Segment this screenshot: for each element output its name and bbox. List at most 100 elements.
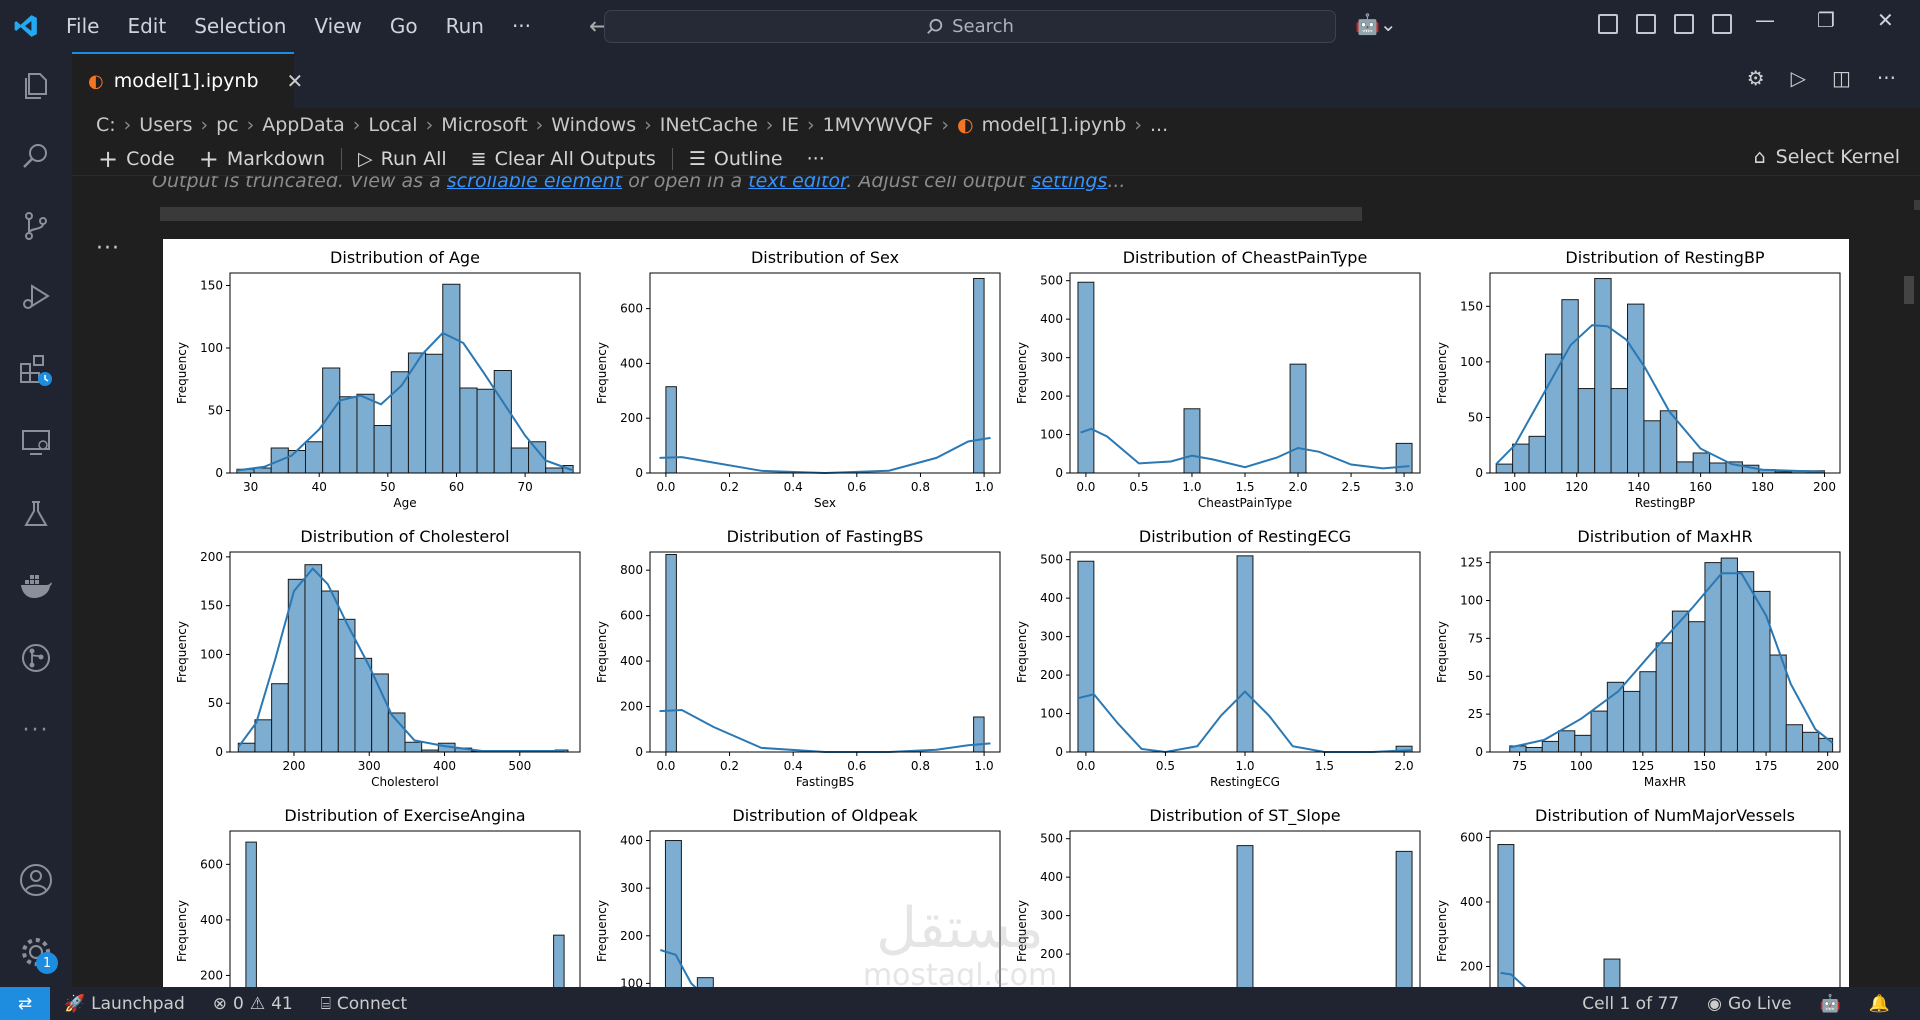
y-tick-label: 100	[1460, 593, 1483, 607]
toggle-primary-sidebar-icon[interactable]	[1636, 14, 1656, 34]
y-tick-label: 0	[1055, 466, 1063, 480]
cell-position[interactable]: Cell 1 of 77	[1582, 993, 1680, 1014]
add-markdown-cell-button[interactable]: + Markdown	[187, 145, 337, 173]
copilot-icon[interactable]: 🤖⌄	[1355, 12, 1397, 36]
command-center-search[interactable]: Search	[604, 10, 1336, 43]
cell-output-more-button[interactable]: ···	[96, 236, 120, 261]
customize-layout-icon[interactable]	[1598, 14, 1618, 34]
kde-curve	[659, 708, 991, 753]
problems-item[interactable]: ⊗ 0 ⚠ 41	[199, 994, 307, 1014]
more-actions-icon[interactable]: ···	[1876, 66, 1896, 90]
source-control-icon[interactable]	[14, 204, 58, 248]
scrollable-element-link[interactable]: scrollable element	[446, 176, 623, 192]
y-axis-label: Frequency	[595, 900, 609, 962]
explorer-icon[interactable]	[14, 64, 58, 108]
output-horizontal-scrollbar[interactable]	[160, 207, 1362, 221]
x-tick-label: 40	[312, 480, 327, 494]
notifications-bell-icon[interactable]: 🔔	[1868, 993, 1890, 1014]
axes-frame	[229, 830, 581, 987]
git-graph-icon[interactable]	[14, 636, 58, 680]
remote-indicator-icon[interactable]: ⇄	[0, 987, 50, 1020]
more-views-icon[interactable]: ···	[22, 717, 50, 743]
clear-outputs-label: Clear All Outputs	[494, 147, 656, 170]
histogram-subplot: Distribution of Sex 0 200 400 600 0.0 0.2 0.4 0.…	[595, 248, 1001, 510]
text-editor-link[interactable]: text editor	[748, 176, 847, 192]
extensions-icon[interactable]	[14, 348, 58, 392]
menu-run[interactable]: Run	[445, 14, 484, 38]
y-axis-label: Frequency	[1015, 900, 1029, 962]
menu-view[interactable]: View	[314, 14, 362, 38]
axes-frame	[649, 551, 1001, 753]
subplot-title: Distribution of Sex	[751, 248, 899, 267]
histogram-bar	[404, 741, 423, 753]
histogram-bar	[1590, 710, 1608, 753]
kde-curve	[1509, 572, 1834, 749]
histogram-bar	[665, 386, 677, 474]
status-bar: ⇄ 🚀 Launchpad ⊗ 0 ⚠ 41 ⌸ Connect Cell 1 of 77…	[0, 987, 1920, 1020]
notebook-settings-gear-icon[interactable]: ⚙	[1746, 66, 1765, 90]
menu-file[interactable]: File	[66, 14, 100, 38]
y-tick-label: 125	[1460, 556, 1483, 570]
breadcrumb-item[interactable]: INetCache	[659, 114, 758, 136]
select-kernel-button[interactable]: ⌂ Select Kernel	[1754, 146, 1900, 168]
run-all-button[interactable]: ▷ Run All	[346, 148, 459, 170]
editor-vertical-scrollbar[interactable]	[1904, 276, 1914, 304]
breadcrumb-item[interactable]: IE	[781, 114, 799, 136]
breadcrumb-item[interactable]: Windows	[551, 114, 637, 136]
breadcrumb-item[interactable]: pc	[216, 114, 239, 136]
breadcrumb-item[interactable]: ...	[1149, 114, 1169, 136]
clear-all-outputs-button[interactable]: ≣ Clear All Outputs	[459, 148, 668, 170]
minimize-icon[interactable]: —	[1755, 8, 1775, 32]
x-tick-label: 0.6	[847, 480, 866, 494]
breadcrumb-item[interactable]: Microsoft	[441, 114, 528, 136]
breadcrumb-item[interactable]: AppData	[262, 114, 345, 136]
add-code-cell-button[interactable]: + Code	[86, 145, 187, 173]
accounts-icon[interactable]	[14, 858, 58, 902]
toolbar-more-button[interactable]: ···	[806, 147, 825, 170]
close-window-icon[interactable]: ✕	[1876, 8, 1894, 32]
y-tick-label: 100	[200, 647, 223, 661]
run-icon[interactable]: ▷	[1790, 66, 1807, 90]
menu-selection[interactable]: Selection	[194, 14, 287, 38]
rocket-icon: 🚀	[64, 993, 86, 1014]
toggle-panel-icon[interactable]	[1674, 14, 1694, 34]
histogram-bar	[1574, 734, 1592, 753]
x-axis-label: Cholesterol	[371, 775, 439, 789]
settings-link[interactable]: settings	[1031, 176, 1108, 192]
run-debug-icon[interactable]	[14, 274, 58, 318]
menu-more[interactable]: ···	[511, 14, 532, 38]
x-tick-label: 2.0	[1288, 480, 1307, 494]
go-live-item[interactable]: ◉ Go Live	[1693, 994, 1806, 1014]
breadcrumb-item[interactable]: Users	[139, 114, 193, 136]
breadcrumb-item[interactable]: C:	[96, 114, 116, 136]
x-tick-label: 30	[243, 480, 258, 494]
tab-model-ipynb[interactable]: ◐ model[1].ipynb ✕	[72, 52, 303, 108]
menu-edit[interactable]: Edit	[127, 14, 167, 38]
breadcrumb-item[interactable]: 1MVYWVQF	[822, 114, 934, 136]
menu-go[interactable]: Go	[389, 14, 418, 38]
copilot-status-icon[interactable]: 🤖	[1819, 993, 1841, 1014]
x-tick-label: 0.2	[720, 480, 739, 494]
outline-label: Outline	[713, 147, 783, 170]
y-tick-label: 400	[620, 654, 643, 668]
docker-icon[interactable]	[14, 564, 58, 608]
close-tab-icon[interactable]: ✕	[286, 69, 304, 93]
restore-icon[interactable]: ❐	[1817, 8, 1835, 32]
connect-item[interactable]: ⌸ Connect	[307, 994, 422, 1014]
testing-icon[interactable]	[14, 492, 58, 536]
search-icon[interactable]	[14, 134, 58, 178]
y-axis-label: Frequency	[1015, 342, 1029, 404]
launchpad-item[interactable]: 🚀 Launchpad	[50, 994, 199, 1014]
histogram-grid-output: Distribution of Age 0 50 100 150 30 40 50 60 70 Ag…	[163, 239, 1849, 987]
remote-explorer-icon[interactable]	[14, 420, 58, 464]
warning-count: 41	[271, 993, 293, 1014]
outline-button[interactable]: ☰ Outline	[677, 148, 795, 170]
split-editor-icon[interactable]: ◫	[1832, 66, 1851, 90]
histogram-bar	[1655, 642, 1673, 753]
x-tick-label: 0.0	[656, 480, 675, 494]
toggle-secondary-sidebar-icon[interactable]	[1712, 14, 1732, 34]
x-tick-label: 180	[1751, 480, 1774, 494]
breadcrumb-item[interactable]: Local	[368, 114, 418, 136]
y-tick-label: 100	[1460, 355, 1483, 369]
breadcrumb-item[interactable]: model[1].ipynb	[981, 114, 1127, 136]
